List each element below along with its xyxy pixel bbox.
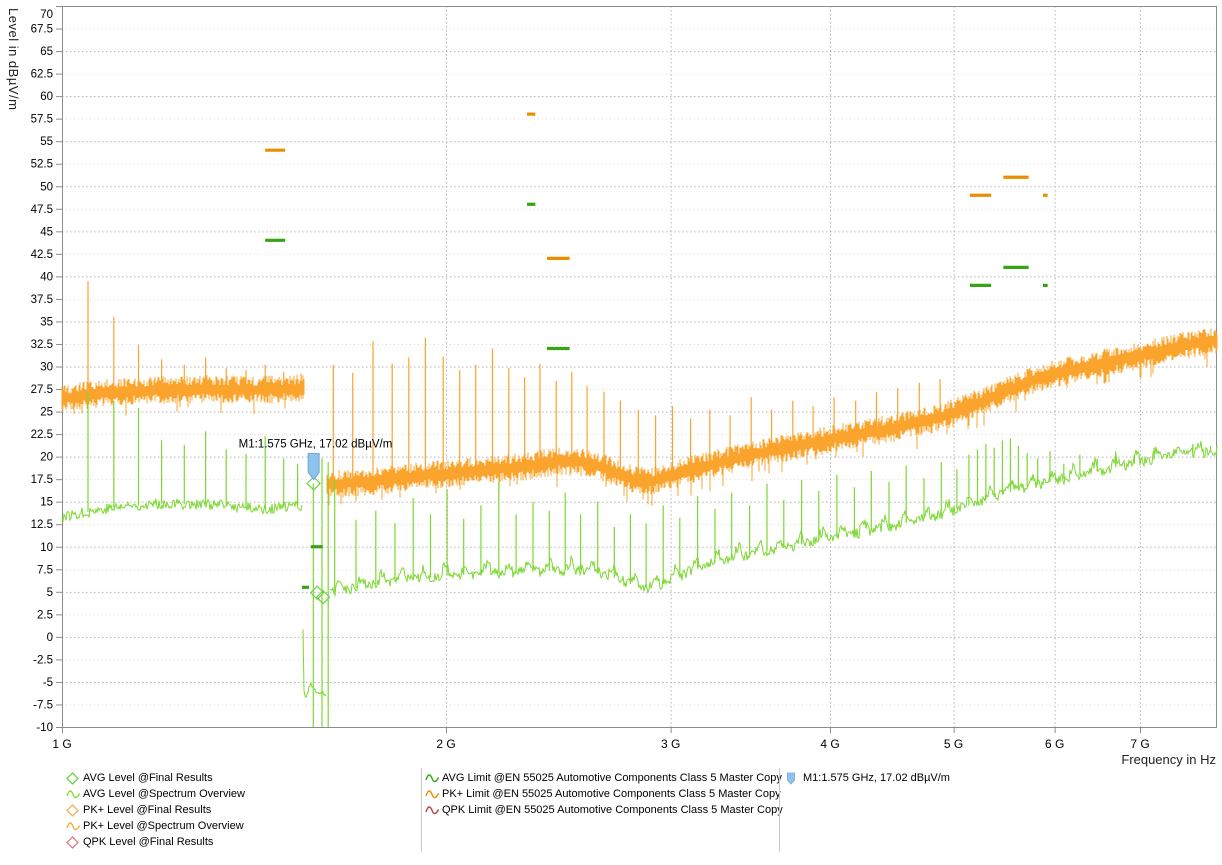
y-tick-label: 40 [40,271,53,283]
legend-item-label: PK+ Level @Final Results [83,804,212,816]
x-axis-title: Frequency in Hz [1121,752,1216,767]
legend-item-label: AVG Level @Spectrum Overview [83,788,245,800]
x-tick-label: 2 G [436,737,455,751]
y-tick-label: 7.5 [37,564,53,576]
trace-wave-icon [425,772,442,785]
legend-item: AVG Limit @EN 55025 Automotive Component… [425,770,783,786]
diamond-marker-icon [66,771,83,785]
diamond-marker-icon [66,803,83,817]
y-tick-label: 70 [40,9,53,21]
gridlines [62,6,1216,727]
y-tick-label: 20 [40,452,53,464]
y-tick-label: 42.5 [31,249,53,261]
legend-item: QPK Level @Final Results [66,834,245,850]
legend-item: M1:1.575 GHz, 17.02 dBµV/m [786,770,950,786]
trace-avg-overview [61,391,1218,727]
legend-panel: AVG Level @Final Results AVG Level @Spect… [0,766,1222,865]
x-tick-label: 4 G [820,737,839,751]
legend-item: PK+ Level @Final Results [66,802,245,818]
trace-wave-icon [425,788,442,801]
trace-wave-icon [425,804,442,817]
trace-wave-icon [66,788,83,801]
trace-spikes [87,391,1212,592]
y-axis-title: Level in dBµV/m [6,8,21,111]
plot-border [62,6,1217,728]
y-tick-label: 12.5 [31,519,53,531]
y-tick-label: 10 [40,542,53,554]
y-tick-label: 15 [40,497,53,509]
y-tick-label: 67.5 [31,24,53,36]
y-tick-label: 65 [40,46,53,58]
trace-pk-overview [61,280,1218,506]
y-tick-label: 52.5 [31,159,53,171]
y-tick-label: -5 [43,677,53,689]
y-tick-label: 0 [47,632,53,644]
limit-line-segments [265,202,1048,589]
marker-flag-icon [786,772,803,785]
legend-item: QPK Limit @EN 55025 Automotive Component… [425,802,783,818]
legend-column-1: AVG Level @Final Results AVG Level @Spect… [66,770,245,850]
y-tick-label: 2.5 [37,609,53,621]
legend-item-label: QPK Limit @EN 55025 Automotive Component… [442,804,783,816]
y-tick-label: 55 [40,136,53,148]
legend-item-label: AVG Limit @EN 55025 Automotive Component… [442,772,782,784]
limit-line-segments [265,112,1048,260]
marker-flag-icon[interactable] [307,452,320,481]
axes: 7067.56562.56057.55552.55047.54542.54037… [31,6,1217,751]
legend-item: AVG Level @Final Results [66,770,245,786]
legend-item-label: PK+ Level @Spectrum Overview [83,820,244,832]
y-tick-label: 47.5 [31,204,53,216]
legend-item: PK+ Level @Spectrum Overview [66,818,245,834]
final-result-markers [306,476,331,605]
legend-item-label: M1:1.575 GHz, 17.02 dBµV/m [803,772,950,784]
y-tick-label: 17.5 [31,474,53,486]
y-tick-label: -7.5 [33,699,53,711]
x-tick-label: 1 G [52,737,71,751]
legend-item: AVG Level @Spectrum Overview [66,786,245,802]
y-tick-label: 35 [40,316,53,328]
trace-spikes [87,280,941,485]
y-tick-label: 57.5 [31,114,53,126]
y-tick-label: 30 [40,362,53,374]
y-tick-label: -10 [36,722,53,734]
legend-separator [421,768,422,852]
y-tick-label: 27.5 [31,384,53,396]
marker-label: M1:1.575 GHz, 17.02 dBµV/m [239,438,393,450]
legend-column-2: AVG Limit @EN 55025 Automotive Component… [425,770,783,818]
legend-separator [779,768,780,852]
diamond-marker-icon [66,835,83,849]
y-tick-label: 45 [40,226,53,238]
legend-column-3: M1:1.575 GHz, 17.02 dBµV/m [786,770,950,786]
y-tick-label: 32.5 [31,339,53,351]
trace-wave-icon [66,820,83,833]
y-tick-label: 25 [40,407,53,419]
x-tick-label: 5 G [944,737,963,751]
x-tick-label: 3 G [661,737,680,751]
y-tick-label: 60 [40,91,53,103]
y-tick-label: -2.5 [33,654,53,666]
marker-m1[interactable]: M1:1.575 GHz, 17.02 dBµV/m [239,438,393,481]
legend-item-label: QPK Level @Final Results [83,836,214,848]
legend-item-label: AVG Level @Final Results [83,772,213,784]
legend-item-label: PK+ Limit @EN 55025 Automotive Component… [442,788,781,800]
y-tick-label: 22.5 [31,429,53,441]
y-tick-label: 62.5 [31,69,53,81]
spectrum-plot-canvas[interactable]: 7067.56562.56057.55552.55047.54542.54037… [0,0,1222,762]
y-tick-label: 5 [47,587,53,599]
legend-item: PK+ Limit @EN 55025 Automotive Component… [425,786,783,802]
trace-segment-drops [312,458,329,727]
x-tick-label: 7 G [1130,737,1149,751]
x-tick-label: 6 G [1045,737,1064,751]
y-tick-label: 50 [40,181,53,193]
y-tick-label: 37.5 [31,294,53,306]
